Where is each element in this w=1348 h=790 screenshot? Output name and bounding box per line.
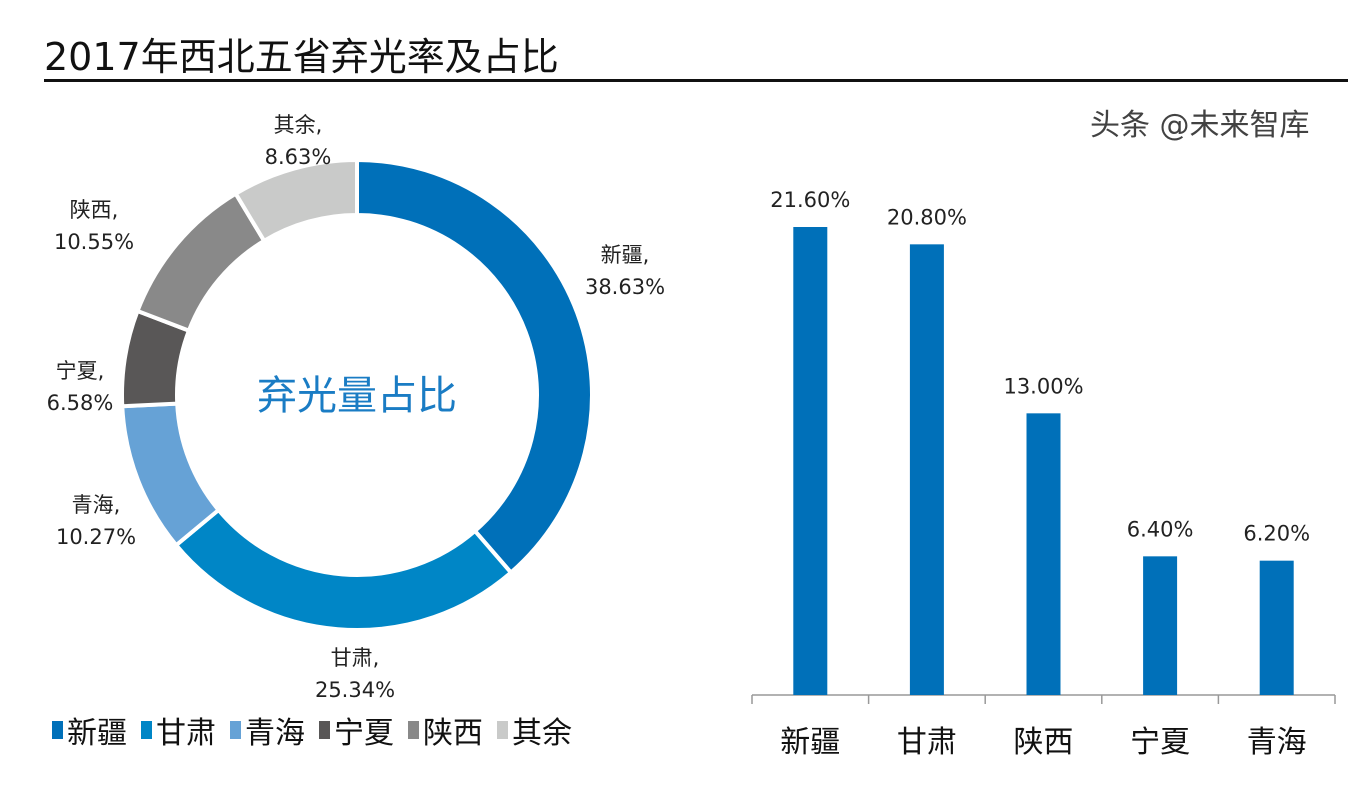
legend-swatch	[230, 721, 241, 739]
legend-label: 其余	[512, 716, 572, 751]
legend-swatch	[319, 721, 330, 739]
donut-label-value: 8.63%	[265, 145, 332, 169]
bar-4	[1143, 556, 1178, 695]
legend-item: 其余	[497, 708, 572, 752]
title-underline	[44, 79, 1348, 82]
bar-1	[793, 227, 828, 695]
bar-2	[909, 244, 944, 696]
legend-swatch	[408, 721, 419, 739]
bar-data-label: 21.60%	[770, 188, 850, 212]
legend-item: 新疆	[52, 708, 127, 752]
donut-label-category: 青海,	[72, 493, 121, 517]
bar-3	[1026, 413, 1061, 695]
bar-5	[1259, 560, 1294, 695]
donut-label-value: 10.27%	[56, 525, 136, 549]
chart-title: 2017年西北五省弃光率及占比	[44, 35, 559, 79]
legend-item: 青海	[230, 708, 305, 752]
donut-label-category: 宁夏,	[56, 359, 105, 383]
donut-legend: 新疆 甘肃 青海 宁夏 陕西 其余	[52, 708, 572, 752]
legend-label: 陕西	[423, 716, 483, 751]
x-tick-label: 宁夏	[1130, 725, 1190, 760]
bar-data-label: 20.80%	[887, 205, 967, 229]
bar-data-label: 13.00%	[1003, 374, 1083, 398]
watermark: 头条 @未来智库	[1090, 108, 1310, 143]
donut-slice-1	[355, 157, 594, 576]
x-tick-label: 甘肃	[897, 725, 957, 760]
legend-item: 甘肃	[141, 708, 216, 752]
legend-swatch	[141, 721, 152, 739]
x-tick-label: 陕西	[1014, 725, 1074, 760]
legend-swatch	[497, 721, 508, 739]
donut-label-value: 10.55%	[54, 230, 134, 254]
donut-slice-6	[232, 157, 359, 244]
donut-label-category: 其余,	[274, 113, 323, 137]
legend-label: 新疆	[67, 716, 127, 751]
x-tick-label: 新疆	[780, 725, 840, 760]
donut-slice-2	[173, 507, 514, 632]
donut-slice-3	[120, 401, 222, 548]
legend-label: 宁夏	[334, 716, 394, 751]
donut-label-category: 甘肃,	[331, 646, 380, 670]
donut-label-value: 38.63%	[585, 275, 665, 299]
legend-item: 陕西	[408, 708, 483, 752]
donut-label-category: 新疆,	[601, 243, 650, 267]
donut-label-category: 陕西,	[70, 198, 119, 222]
legend-label: 青海	[245, 716, 305, 751]
legend-item: 宁夏	[319, 708, 394, 752]
donut-label-value: 25.34%	[315, 678, 395, 702]
donut-label-value: 6.58%	[47, 391, 114, 415]
bar-data-label: 6.40%	[1127, 517, 1194, 541]
legend-swatch	[52, 721, 63, 739]
x-tick-label: 青海	[1247, 725, 1307, 760]
legend-label: 甘肃	[156, 716, 216, 751]
donut-center-label: 弃光量占比	[257, 373, 457, 419]
bar-data-label: 6.20%	[1243, 522, 1310, 546]
donut-slice-5	[134, 190, 267, 334]
